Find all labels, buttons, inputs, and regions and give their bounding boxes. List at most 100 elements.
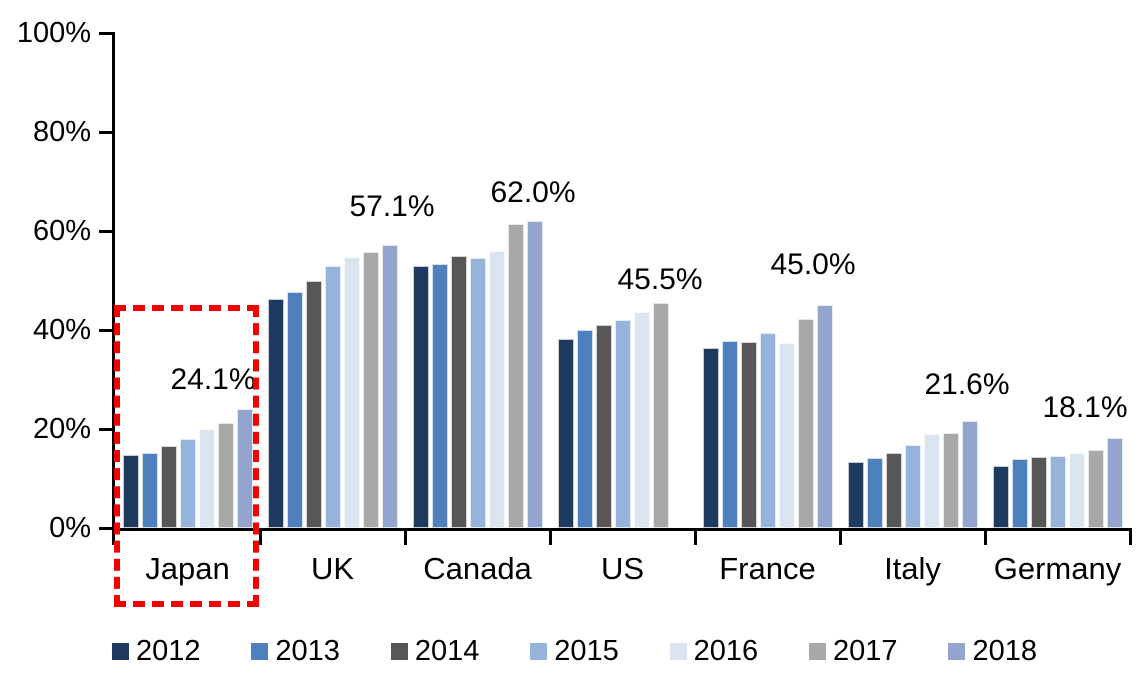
x-axis-tick: [1128, 528, 1132, 545]
bar-us-2013: [576, 330, 593, 528]
bar-italy-2013: [866, 458, 883, 528]
y-axis-tick: [99, 526, 115, 530]
bar-canada-2016: [488, 251, 505, 528]
bar-uk-2015: [324, 266, 341, 528]
category-label-uk: UK: [310, 551, 355, 586]
bar-canada-2012: [412, 266, 429, 528]
data-label-germany: 18.1%: [1042, 391, 1128, 424]
bar-canada-2017: [507, 224, 524, 528]
legend-label: 2018: [972, 635, 1037, 667]
category-label-italy: Italy: [884, 551, 941, 586]
y-axis-tick: [99, 130, 115, 134]
bar-group-us: [550, 33, 695, 528]
bar-france-2017: [797, 319, 814, 528]
legend-item-2018: 2018: [948, 635, 1037, 667]
bar-canada-2015: [469, 258, 486, 528]
bar-france-2018: [816, 305, 833, 528]
x-axis-tick: [983, 528, 987, 545]
bar-italy-2018: [961, 421, 978, 528]
bar-us-2016: [633, 312, 650, 528]
legend-swatch-icon: [669, 642, 687, 660]
bar-japan-2016: [198, 429, 215, 528]
x-axis-tick: [403, 528, 407, 545]
legend-label: 2013: [275, 635, 340, 667]
highlight-box: [114, 305, 259, 607]
bar-germany-2014: [1030, 457, 1047, 528]
y-axis-tick-label: 0%: [49, 512, 91, 544]
bar-group-italy: [840, 33, 985, 528]
bar-italy-2016: [923, 434, 940, 528]
bar-canada-2018: [526, 221, 543, 528]
x-axis-category-labels: Japan UK Canada US France Italy Germany: [115, 551, 1130, 591]
y-axis-tick-label: 60%: [32, 215, 91, 247]
data-label-uk: 57.1%: [349, 190, 435, 223]
bar-us-2012: [557, 339, 574, 528]
bar-group-france: [695, 33, 840, 528]
bar-us-2014: [595, 325, 612, 528]
bar-canada-2014: [450, 256, 467, 528]
legend: 2012 2013 2014 2015 2016 2017 2018: [112, 635, 1037, 667]
legend-label: 2015: [554, 635, 619, 667]
data-label-italy: 21.6%: [924, 368, 1010, 401]
legend-item-2015: 2015: [530, 635, 619, 667]
bar-france-2015: [759, 333, 776, 528]
category-label-germany: Germany: [993, 551, 1122, 586]
bar-germany-2016: [1068, 453, 1085, 528]
y-axis-tick: [99, 229, 115, 233]
bar-group-canada: [405, 33, 550, 528]
bar-germany-2015: [1049, 456, 1066, 528]
bar-japan-2017: [217, 423, 234, 528]
legend-label: 2016: [693, 635, 759, 667]
bar-japan-2012: [122, 455, 139, 528]
legend-label: 2014: [414, 635, 480, 667]
y-axis-tick-label: 80%: [32, 116, 91, 148]
bar-france-2014: [740, 342, 757, 528]
legend-swatch-icon: [112, 642, 129, 660]
legend-item-2016: 2016: [669, 635, 759, 667]
legend-label: 2017: [833, 635, 898, 667]
legend-item-2014: 2014: [390, 635, 480, 667]
legend-swatch-icon: [530, 642, 548, 660]
bar-japan-2018: [236, 409, 253, 528]
bar-uk-2013: [286, 292, 303, 528]
bar-group-germany: [985, 33, 1130, 528]
bar-japan-2015: [179, 439, 196, 528]
legend-swatch-icon: [948, 642, 966, 660]
bar-germany-2013: [1011, 459, 1028, 528]
legend-item-2012: 2012: [112, 635, 201, 667]
data-label-canada: 62.0%: [490, 176, 576, 209]
bar-japan-2014: [160, 446, 177, 528]
data-label-france: 45.0%: [770, 248, 856, 281]
category-label-canada: Canada: [423, 551, 532, 586]
bar-france-2016: [778, 343, 795, 528]
data-label-japan: 24.1%: [170, 363, 256, 396]
x-axis-tick: [112, 528, 115, 545]
bar-us-2015: [614, 320, 631, 528]
y-axis-tick: [99, 31, 115, 35]
legend-swatch-icon: [251, 642, 269, 660]
legend-swatch-icon: [809, 642, 827, 660]
bar-france-2012: [702, 348, 719, 528]
bar-italy-2015: [904, 445, 921, 528]
x-axis-tick: [693, 528, 697, 545]
bar-uk-2018: [381, 245, 398, 528]
y-axis-labels: 0% 20% 40% 60% 80% 100%: [0, 18, 97, 543]
y-axis-tick-label: 40%: [32, 314, 91, 346]
bar-uk-2016: [343, 257, 360, 528]
category-label-france: France: [719, 551, 816, 586]
legend-swatch-icon: [390, 642, 408, 660]
category-label-japan: Japan: [145, 551, 230, 586]
x-axis-tick: [548, 528, 552, 545]
bar-group-uk: [260, 33, 405, 528]
x-axis-tick: [838, 528, 842, 545]
legend-label: 2012: [136, 635, 201, 667]
bar-uk-2017: [362, 252, 379, 528]
bar-italy-2014: [885, 453, 902, 528]
bar-group-japan: [115, 33, 260, 528]
bar-japan-2013: [141, 453, 158, 528]
bar-italy-2012: [847, 462, 864, 528]
legend-item-2013: 2013: [251, 635, 340, 667]
bar-germany-2018: [1106, 438, 1123, 528]
bar-uk-2012: [267, 299, 284, 528]
